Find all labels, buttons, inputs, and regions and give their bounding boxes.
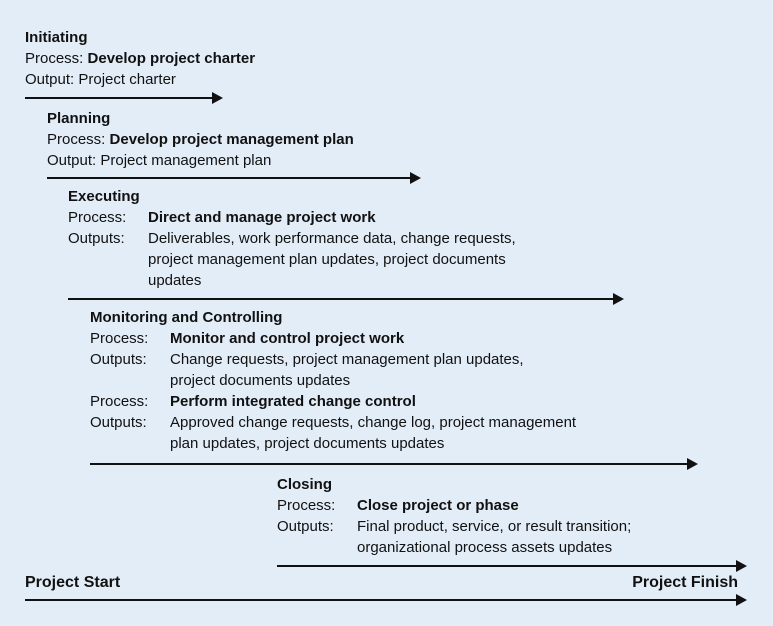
project-start-label: Project Start <box>25 574 121 591</box>
output-text-continued: organizational process assets updates <box>357 539 613 556</box>
process-name: Monitor and control project work <box>170 330 405 347</box>
phase-initiating: Initiating Process: Develop project char… <box>25 27 255 90</box>
phase-planning: Planning Process: Develop project manage… <box>47 108 354 171</box>
phase-monitoring-controlling: Monitoring and Controlling Process: Monit… <box>90 307 576 454</box>
process-name: Develop project management plan <box>109 131 354 148</box>
process-label: Process: <box>90 393 149 410</box>
output-text: Approved change requests, change log, pr… <box>170 414 577 431</box>
process-label: Process: <box>68 209 127 226</box>
phase-title: Planning <box>47 110 111 127</box>
output-label: Outputs: <box>68 230 125 247</box>
output-label: Outputs: <box>277 518 334 535</box>
phase-closing: Closing Process: Close project or phase O… <box>277 474 631 558</box>
output-text-continued: plan updates, project documents updates <box>170 435 445 452</box>
phase-title: Executing <box>68 188 140 205</box>
phase-arrow-initiating <box>25 92 223 104</box>
process-name: Perform integrated change control <box>170 393 416 410</box>
phase-title: Monitoring and Controlling <box>90 309 283 326</box>
output-label: Output: <box>47 152 97 169</box>
phase-arrow-monitoring <box>90 458 698 470</box>
phase-title: Closing <box>277 476 332 493</box>
process-label: Process: <box>25 50 84 67</box>
process-name: Direct and manage project work <box>148 209 376 226</box>
phase-arrow-closing <box>277 560 747 572</box>
output-label: Output: <box>25 71 75 88</box>
phase-arrow-planning <box>47 172 421 184</box>
project-finish-label: Project Finish <box>632 574 738 591</box>
output-label: Outputs: <box>90 351 147 368</box>
phase-arrow-executing <box>68 293 624 305</box>
output-text-continued: project management plan updates, project… <box>148 251 506 268</box>
process-label: Process: <box>277 497 336 514</box>
process-label: Process: <box>47 131 106 148</box>
output-text: Final product, service, or result transi… <box>357 518 632 535</box>
output-text: Deliverables, work performance data, cha… <box>148 230 516 247</box>
output-text-continued: updates <box>148 272 202 289</box>
output-label: Outputs: <box>90 414 147 431</box>
output-text: Project charter <box>78 71 176 88</box>
process-name: Develop project charter <box>87 50 256 67</box>
process-name: Close project or phase <box>357 497 519 514</box>
process-label: Process: <box>90 330 149 347</box>
project-timeline-arrow <box>25 594 747 606</box>
output-text-continued: project documents updates <box>170 372 351 389</box>
output-text: Change requests, project management plan… <box>170 351 524 368</box>
output-text: Project management plan <box>100 152 272 169</box>
phase-executing: Executing Process: Direct and manage proj… <box>68 186 516 291</box>
phase-title: Initiating <box>25 29 88 46</box>
